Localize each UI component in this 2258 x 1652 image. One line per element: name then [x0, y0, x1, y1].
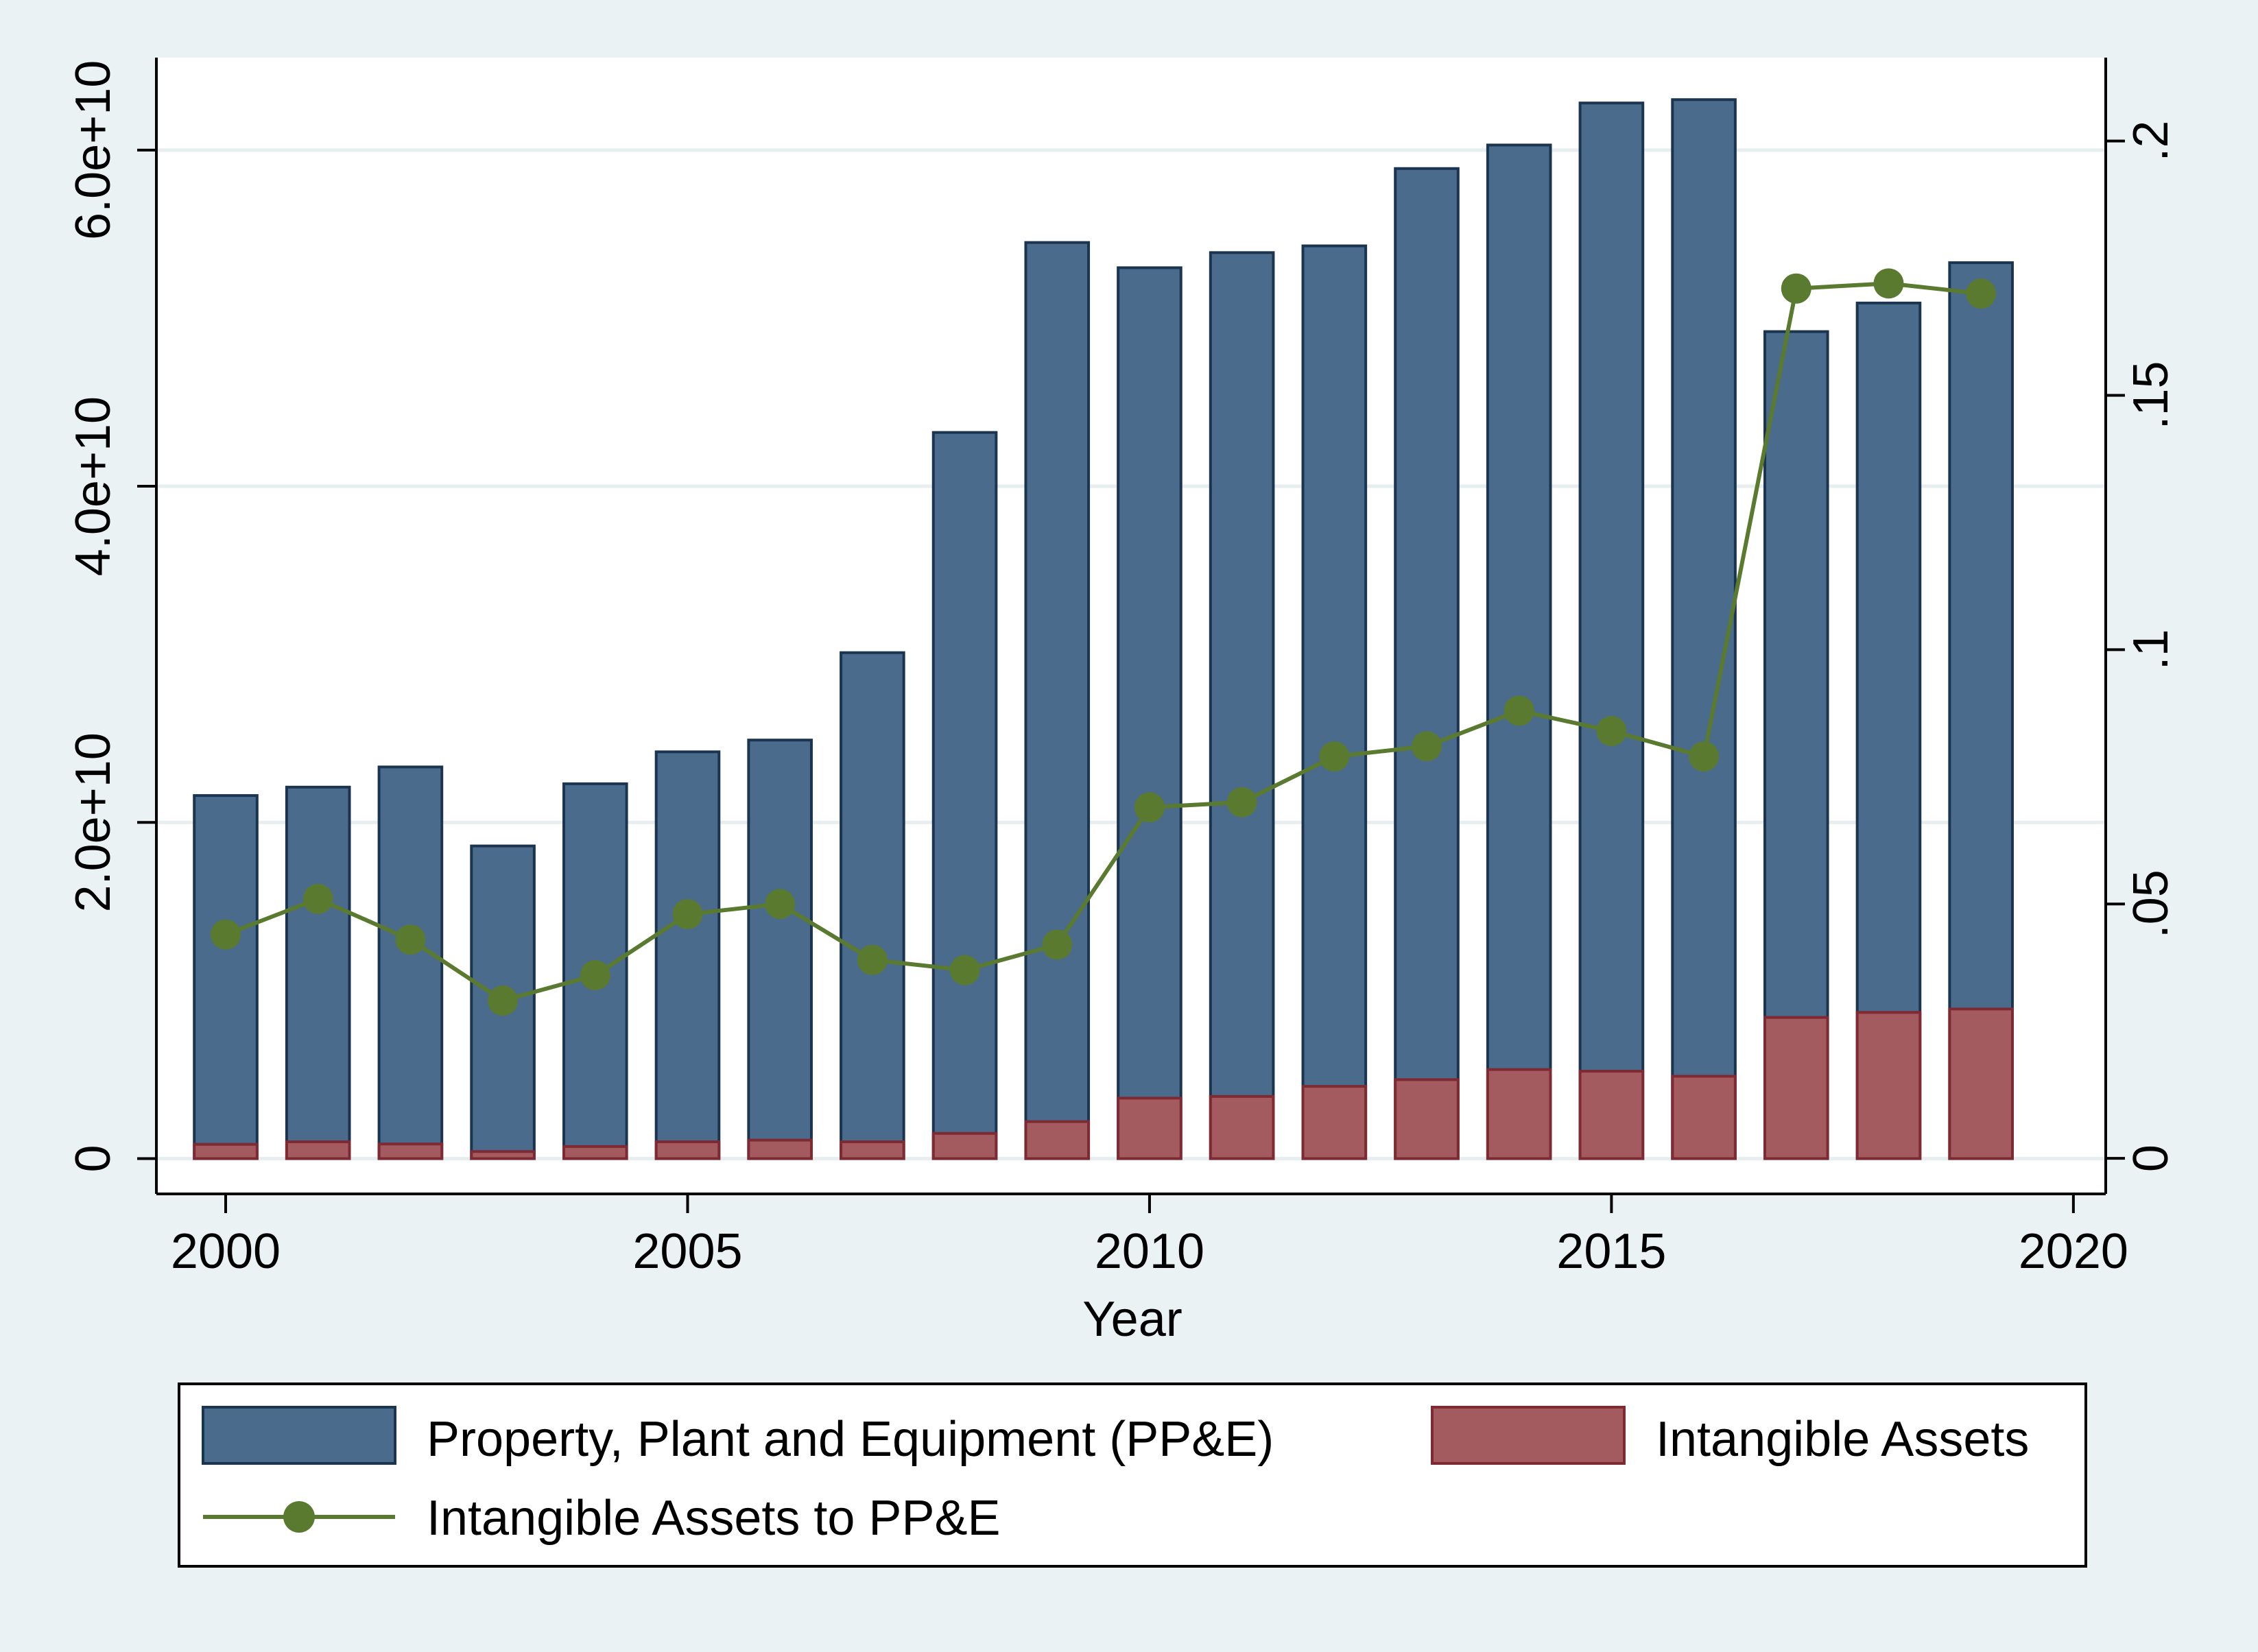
ppe-bar-2012 [1301, 244, 1368, 1160]
intangible-bars [193, 1007, 2014, 1160]
ratio-point-2003 [488, 985, 519, 1016]
y-left-tick-label-0: 0 [66, 1145, 121, 1173]
ratio-point-2000 [211, 919, 241, 950]
intangible-bar-2018 [1855, 1011, 1922, 1160]
intangible-bar-2008 [931, 1132, 998, 1160]
ppe-bar-2009 [1024, 241, 1091, 1160]
ratio-point-2016 [1689, 741, 1720, 772]
intangible-bar-2012 [1301, 1085, 1368, 1160]
intangible-bar-2011 [1209, 1094, 1275, 1160]
intangible-bar-2006 [747, 1138, 813, 1160]
ratio-point-2009 [1042, 929, 1073, 960]
ppe-bar-2001 [285, 785, 351, 1160]
ppe-bar-2005 [654, 750, 721, 1160]
intangible-bar-2010 [1117, 1097, 1183, 1160]
intangible-bar-2004 [562, 1145, 628, 1160]
ppe-bar-2014 [1486, 143, 1552, 1160]
ratio-point-2015 [1596, 716, 1627, 747]
intangible-bar-2005 [654, 1140, 721, 1160]
x-axis-title: Year [1082, 1292, 1182, 1347]
legend-label-intangible: Intangible Assets [1656, 1412, 2029, 1467]
intangible-bar-2007 [840, 1140, 905, 1160]
ratio-point-2007 [857, 944, 888, 975]
intangible-bar-2014 [1486, 1068, 1552, 1160]
y-right-tick-label-3: .15 [2124, 361, 2178, 429]
intangible-bar-2015 [1578, 1070, 1645, 1160]
x-tick-label-2000: 2000 [171, 1224, 281, 1279]
legend-swatch-intangible [1431, 1406, 1626, 1465]
x-tick-label-2020: 2020 [2019, 1224, 2128, 1279]
legend-swatch-ppe [202, 1406, 396, 1465]
legend: Property, Plant and Equipment (PP&E) Int… [178, 1382, 2087, 1568]
y-left-tick-label-3: 6.0e+10 [66, 60, 121, 240]
intangible-bar-2009 [1024, 1120, 1091, 1160]
y-left-tick-label-2: 4.0e+10 [66, 396, 121, 576]
y-right-tick-label-2: .1 [2124, 629, 2178, 670]
y-right-tick-label-1: .05 [2124, 870, 2178, 938]
ratio-point-2010 [1134, 792, 1165, 823]
ppe-bar-2011 [1209, 251, 1275, 1160]
intangible-bar-2002 [377, 1142, 444, 1160]
intangible-bar-2016 [1671, 1075, 1737, 1160]
ratio-line [224, 281, 1982, 1003]
ppe-bar-2013 [1394, 167, 1460, 1160]
ratio-line-series [211, 268, 1997, 1016]
ratio-point-2014 [1504, 695, 1534, 726]
ratio-point-2002 [395, 924, 426, 955]
intangible-bar-2017 [1763, 1016, 1829, 1160]
y-right-tick-label-4: .2 [2124, 121, 2178, 162]
legend-marker-ratio [283, 1501, 315, 1533]
ratio-point-2018 [1873, 268, 1904, 299]
x-tick-label-2010: 2010 [1095, 1224, 1204, 1279]
ratio-point-2017 [1781, 273, 1811, 304]
x-tick-label-2005: 2005 [632, 1224, 742, 1279]
ppe-bar-2008 [931, 431, 998, 1160]
ppe-bar-2016 [1671, 98, 1737, 1160]
ratio-point-2004 [580, 960, 610, 991]
legend-box [178, 1382, 2087, 1568]
y-left-axis-ticks: 0 2.0e+10 4.0e+10 6.0e+10 [66, 60, 156, 1173]
ratio-point-2008 [949, 955, 980, 985]
intangible-bar-2013 [1394, 1078, 1460, 1160]
y-right-axis-ticks: 0 .05 .1 .15 .2 [2106, 121, 2178, 1172]
ppe-bar-2002 [377, 765, 444, 1160]
ppe-bar-2000 [193, 794, 259, 1160]
intangible-bar-2001 [285, 1140, 351, 1160]
ratio-point-2005 [672, 899, 703, 930]
x-axis-ticks: 2000 2005 2010 2015 2020 [171, 1194, 2128, 1279]
ratio-point-2012 [1319, 741, 1350, 772]
ratio-point-2013 [1412, 731, 1442, 762]
x-tick-label-2015: 2015 [1556, 1224, 1666, 1279]
ppe-bar-2007 [840, 651, 905, 1160]
intangible-bar-2000 [193, 1142, 259, 1160]
axes [155, 58, 2107, 1195]
intangible-bar-2003 [470, 1150, 536, 1160]
ppe-bar-2015 [1578, 101, 1645, 1160]
ratio-point-2011 [1226, 787, 1257, 817]
ppe-bar-2010 [1117, 266, 1183, 1160]
ppe-bar-2006 [747, 739, 813, 1160]
ratio-point-2006 [765, 889, 796, 920]
legend-label-ppe: Property, Plant and Equipment (PP&E) [427, 1412, 1274, 1467]
ratio-point-2019 [1966, 278, 1997, 309]
y-left-tick-label-1: 2.0e+10 [66, 732, 121, 912]
legend-label-ratio: Intangible Assets to PP&E [427, 1491, 1001, 1546]
y-right-tick-label-0: 0 [2124, 1145, 2178, 1172]
ratio-point-2001 [302, 883, 333, 914]
intangible-bar-2019 [1948, 1007, 2014, 1160]
